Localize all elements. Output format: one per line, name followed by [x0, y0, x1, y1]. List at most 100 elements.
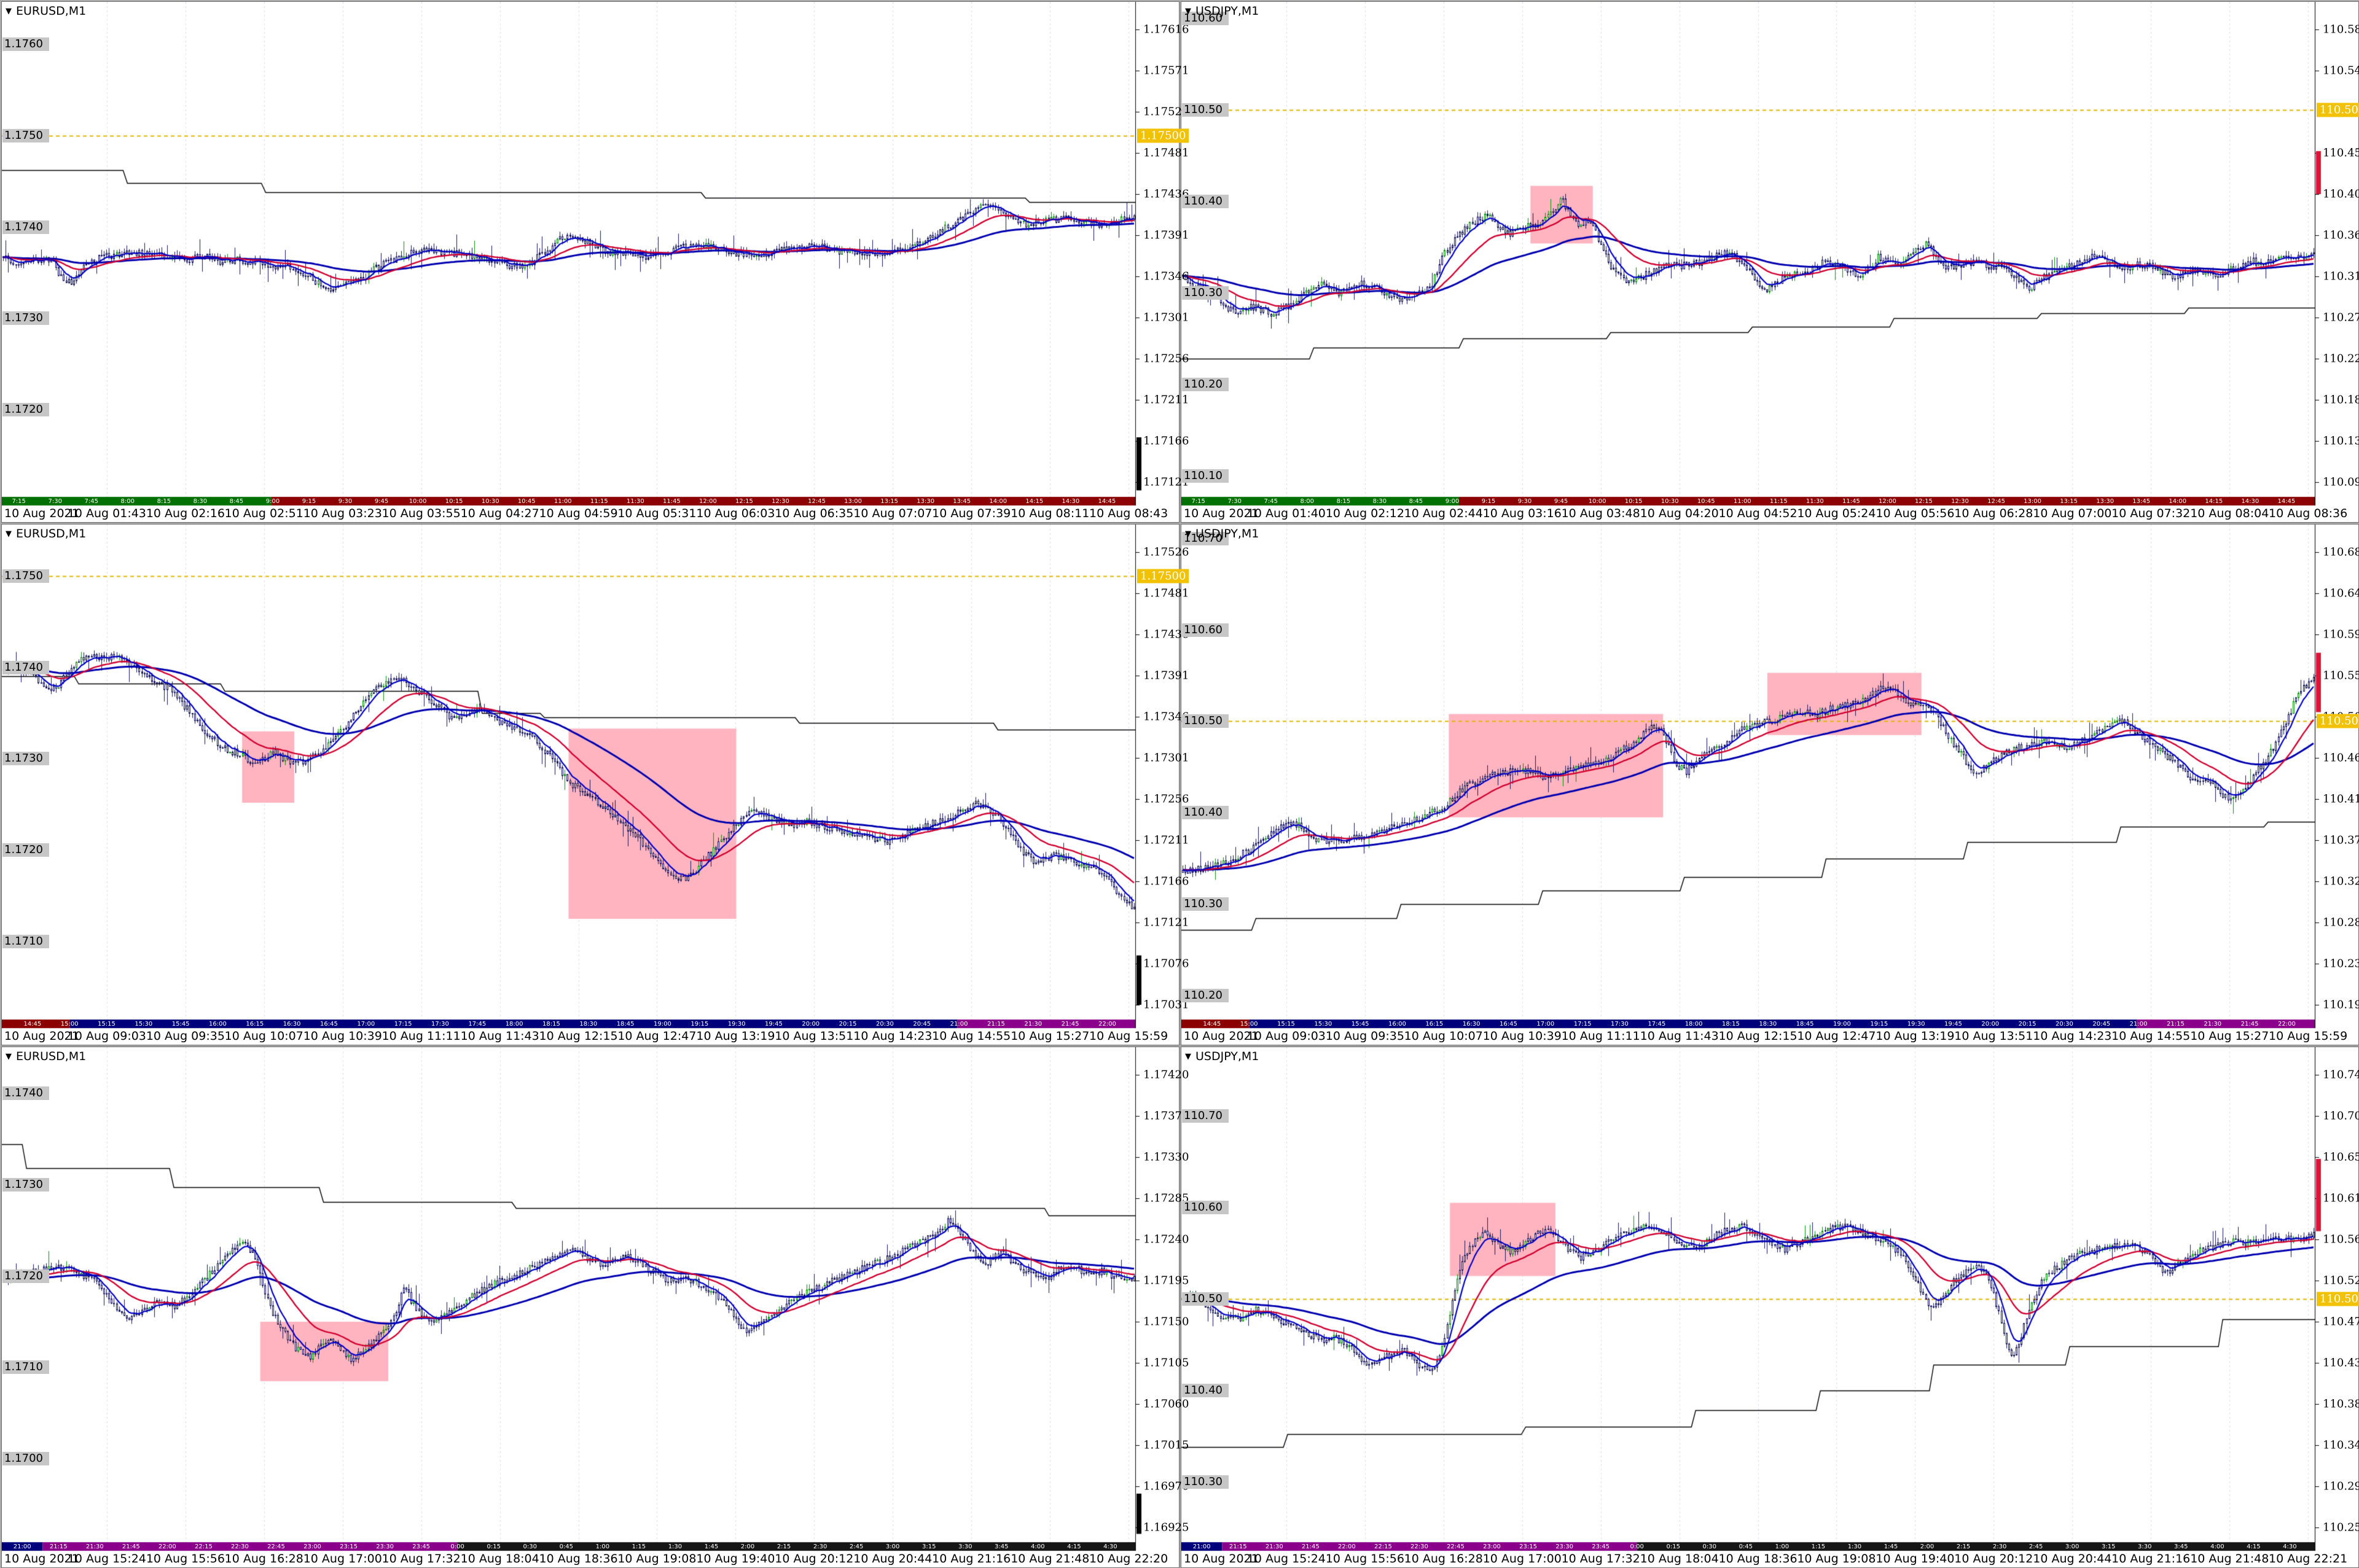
time-axis-label: 10 Aug 08:11 — [1011, 507, 1090, 520]
symbol-period-label: EURUSD,M1 — [16, 527, 87, 540]
session-strip-time-label: 4:30 — [2283, 1543, 2297, 1550]
session-strip-time-label: 23:15 — [1519, 1543, 1537, 1550]
session-strip-time-label: 11:15 — [590, 498, 608, 505]
yellow-level-price-box: 1.17500 — [1137, 569, 1189, 583]
time-axis-label: 10 Aug 16:28 — [224, 1552, 303, 1566]
yellow-level-price-box: 110.500 — [2317, 714, 2359, 728]
price-axis-tick-label: 110.183 — [2323, 393, 2359, 407]
session-strip-time-label: 17:00 — [1536, 1021, 1555, 1028]
price-axis-tick-label: 1.17301 — [1143, 311, 1189, 324]
session-strip-time-label: 7:30 — [48, 498, 62, 505]
collapse-triangle-icon[interactable]: ▼ — [1185, 529, 1191, 539]
session-strip-time-label: 13:45 — [953, 498, 971, 505]
time-axis-label: 10 Aug 10:07 — [224, 1029, 303, 1043]
price-axis-tick-label: 110.318 — [2323, 270, 2359, 283]
time-axis-date-label: 10 Aug 2021 — [1184, 507, 1259, 520]
price-axis-tick-label: 110.408 — [2323, 187, 2359, 201]
price-chart-canvas[interactable] — [2, 1047, 1179, 1567]
time-axis-label: 10 Aug 06:35 — [775, 507, 854, 520]
session-strip-time-label: 13:15 — [880, 498, 899, 505]
session-strip-time-label: 17:45 — [468, 1021, 487, 1028]
session-strip-time-label: 21:45 — [1301, 1543, 1320, 1550]
time-axis-label: 10 Aug 13:51 — [775, 1029, 854, 1043]
price-chart-canvas[interactable] — [1181, 2, 2358, 522]
session-strip-time-label: 22:30 — [1410, 1543, 1428, 1550]
chart-title[interactable]: ▼ EURUSD,M1 — [6, 1050, 86, 1063]
symbol-period-label: USDJPY,M1 — [1195, 4, 1259, 18]
session-strip-time-label: 12:45 — [808, 498, 826, 505]
price-axis-tick-label: 110.543 — [2323, 64, 2359, 77]
time-axis-label: 10 Aug 12:15 — [1718, 1029, 1798, 1043]
collapse-triangle-icon[interactable]: ▼ — [1185, 1052, 1191, 1061]
time-axis-label: 10 Aug 11:11 — [381, 1029, 461, 1043]
price-axis-tick-label: 110.228 — [2323, 352, 2359, 365]
collapse-triangle-icon[interactable]: ▼ — [6, 1052, 12, 1061]
price-chart-canvas[interactable] — [2, 525, 1179, 1045]
chart-title[interactable]: ▼ EURUSD,M1 — [6, 527, 86, 540]
price-level-label: 1.1750 — [2, 569, 49, 583]
session-strip-time-label: 14:30 — [1062, 498, 1080, 505]
time-axis-label: 10 Aug 13:19 — [1876, 1029, 1955, 1043]
session-strip-time-label: 7:30 — [1227, 498, 1242, 505]
collapse-triangle-icon[interactable]: ▼ — [1185, 7, 1191, 16]
session-strip-time-label: 12:15 — [735, 498, 753, 505]
time-axis-label: 10 Aug 17:00 — [303, 1552, 382, 1566]
price-level-label: 110.60 — [1182, 12, 1229, 26]
session-strip-time-label: 21:30 — [1024, 1021, 1043, 1028]
session-strip-time-label: 2:15 — [777, 1543, 791, 1550]
symbol-period-label: EURUSD,M1 — [16, 4, 87, 18]
symbol-period-label: EURUSD,M1 — [16, 1050, 87, 1063]
session-strip-time-label: 9:30 — [1517, 498, 1532, 505]
session-strip-time-label: 8:00 — [120, 498, 135, 505]
time-axis-label: 10 Aug 19:40 — [1876, 1552, 1955, 1566]
session-strip-time-label: 21:45 — [2240, 1021, 2259, 1028]
price-chart-canvas[interactable] — [2, 2, 1179, 522]
session-strip-time-label: 17:30 — [431, 1021, 449, 1028]
price-level-label: 1.1740 — [2, 660, 49, 674]
time-axis-label: 10 Aug 22:21 — [2269, 1552, 2348, 1566]
session-strip-time-label: 2:30 — [1992, 1543, 2007, 1550]
price-axis-tick-label: 110.273 — [2323, 311, 2359, 324]
session-strip-time-label: 15:30 — [1314, 1021, 1332, 1028]
price-axis-tick-label: 1.17526 — [1143, 545, 1189, 559]
session-strip-time-label: 2:45 — [2028, 1543, 2043, 1550]
chart-title[interactable]: ▼ USDJPY,M1 — [1185, 1050, 1259, 1063]
time-axis-label: 10 Aug 17:32 — [381, 1552, 461, 1566]
time-axis-label: 10 Aug 05:31 — [617, 507, 697, 520]
session-strip-time-label: 13:15 — [2060, 498, 2078, 505]
price-chart-canvas[interactable] — [1181, 1047, 2358, 1567]
collapse-triangle-icon[interactable]: ▼ — [6, 529, 12, 539]
yellow-level-price-box: 1.17500 — [1137, 128, 1189, 143]
time-axis-label: 10 Aug 08:43 — [1089, 507, 1168, 520]
time-axis-label: 10 Aug 06:03 — [696, 507, 775, 520]
price-chart-canvas[interactable] — [1181, 525, 2358, 1045]
time-axis-label: 10 Aug 04:27 — [460, 507, 539, 520]
price-level-label: 110.30 — [1182, 1475, 1229, 1489]
chart-title[interactable]: ▼ USDJPY,M1 — [1185, 4, 1259, 18]
session-strip-time-label: 17:15 — [394, 1021, 412, 1028]
price-level-label: 1.1750 — [2, 128, 49, 142]
chart-title[interactable]: ▼ USDJPY,M1 — [1185, 527, 1259, 540]
price-level-label: 110.40 — [1182, 806, 1229, 820]
session-strip-time-label: 16:30 — [1462, 1021, 1481, 1028]
time-axis-label: 10 Aug 11:43 — [460, 1029, 539, 1043]
price-level-label: 110.10 — [1182, 469, 1229, 483]
session-strip-time-label: 14:45 — [23, 1021, 42, 1028]
price-axis-tick-label: 110.588 — [2323, 23, 2359, 36]
session-strip-time-label: 3:00 — [2065, 1543, 2079, 1550]
session-strip-time-label: 18:45 — [616, 1021, 635, 1028]
price-level-label: 110.20 — [1182, 989, 1229, 1003]
session-strip-time-label: 19:30 — [1907, 1021, 1925, 1028]
time-axis-label: 10 Aug 03:23 — [303, 507, 382, 520]
time-axis-label: 10 Aug 19:08 — [617, 1552, 697, 1566]
session-strip-time-label: 12:30 — [772, 498, 789, 505]
collapse-triangle-icon[interactable]: ▼ — [6, 7, 12, 16]
chart-title[interactable]: ▼ EURUSD,M1 — [6, 4, 86, 18]
session-strip-time-label: 8:45 — [1409, 498, 1423, 505]
session-strip-time-label: 16:15 — [1425, 1021, 1444, 1028]
price-axis-tick-label: 110.745 — [2323, 1068, 2359, 1082]
session-strip-time-label: 4:00 — [2210, 1543, 2224, 1550]
session-strip-time-label: 21:30 — [1265, 1543, 1283, 1550]
session-strip-time-label: 8:15 — [1336, 498, 1351, 505]
session-strip-time-label: 21:30 — [85, 1543, 104, 1550]
